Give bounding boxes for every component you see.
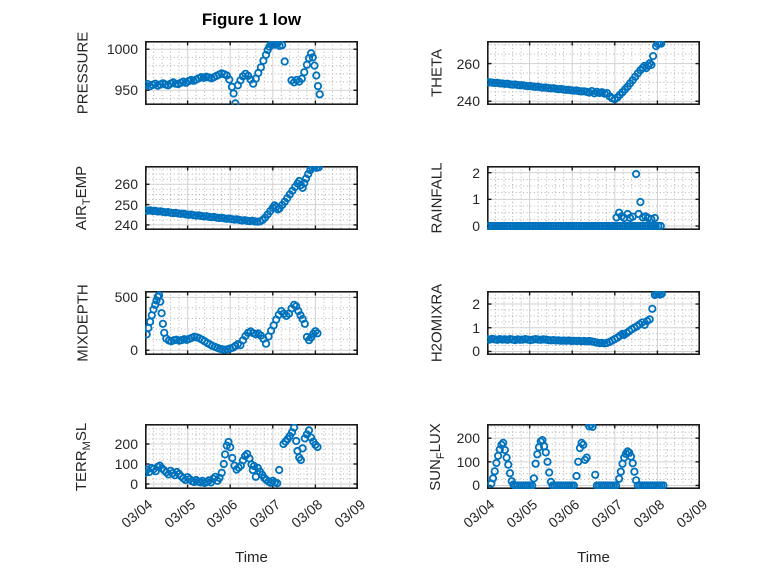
x-tick-label-sun_flux: 03/05 bbox=[502, 496, 540, 531]
subplot-pressure: PRESSURE 950 1000 bbox=[75, 32, 358, 114]
y-tick-label-terr_msl: 0 bbox=[130, 476, 138, 492]
subplot-rainfall: RAINFALL 0 1 2 bbox=[429, 163, 700, 234]
scatter-series-rainfall bbox=[487, 169, 665, 230]
x-tick-label-terr_msl: 03/09 bbox=[331, 496, 369, 531]
scatter-series-air_temp bbox=[145, 166, 323, 226]
plot-frame-sun_flux bbox=[487, 424, 700, 489]
subplot-mixdepth: MIXDEPTH 0 500 bbox=[75, 284, 358, 362]
y-axis-label-terr_msl: TERRMSL bbox=[73, 422, 93, 491]
y-tick-label-terr_msl: 100 bbox=[114, 456, 138, 472]
scatter-series-sun_flux bbox=[487, 424, 668, 489]
y-tick-label-h2omixra: 1 bbox=[472, 319, 480, 336]
plot-frame-theta bbox=[487, 41, 700, 105]
scatter-series-pressure bbox=[145, 41, 324, 105]
x-tick-label-sun_flux: 03/09 bbox=[673, 496, 711, 531]
scatter-series-mixdepth bbox=[145, 291, 322, 354]
plot-frame-air_temp bbox=[145, 166, 358, 230]
y-tick-label-sun_flux: 0 bbox=[472, 477, 480, 494]
y-tick-label-pressure: 1000 bbox=[106, 41, 138, 58]
y-tick-label-sun_flux: 100 bbox=[456, 453, 480, 470]
scatter-series-theta bbox=[487, 41, 666, 104]
figure-title: Figure 1 low bbox=[201, 10, 302, 29]
plot-frame-h2omixra bbox=[487, 291, 700, 355]
x-tick-label-sun_flux: 03/04 bbox=[460, 496, 498, 531]
x-tick-label-terr_msl: 03/04 bbox=[118, 496, 156, 531]
y-axis-label-rainfall: RAINFALL bbox=[428, 162, 446, 234]
scatter-series-h2omixra bbox=[487, 291, 666, 348]
y-axis-label-air_temp: AIRTEMP bbox=[73, 165, 93, 231]
x-tick-label-sun_flux: 03/08 bbox=[630, 496, 668, 531]
x-tick-label-sun_flux: 03/06 bbox=[545, 496, 583, 531]
x-tick-label-terr_msl: 03/06 bbox=[203, 496, 241, 531]
x-tick-label-sun_flux: 03/07 bbox=[587, 496, 626, 531]
x-axis-label-left: Time bbox=[235, 549, 268, 566]
y-axis-label-sun_flux: SUNFLUX bbox=[427, 422, 447, 491]
y-tick-label-rainfall: 2 bbox=[472, 164, 480, 181]
y-tick-label-rainfall: 0 bbox=[472, 218, 480, 234]
y-tick-label-theta: 240 bbox=[456, 93, 480, 110]
x-tick-label-terr_msl: 03/07 bbox=[245, 496, 284, 531]
x-tick-label-terr_msl: 03/05 bbox=[160, 496, 198, 531]
subplot-h2omixra: H2OMIXRA 0 1 2 bbox=[429, 284, 700, 362]
y-axis-label-pressure: PRESSURE bbox=[74, 31, 92, 115]
y-tick-label-mixdepth: 500 bbox=[114, 289, 138, 306]
y-tick-label-air_temp: 260 bbox=[114, 176, 138, 193]
plot-frame-pressure bbox=[145, 41, 358, 105]
y-tick-label-h2omixra: 2 bbox=[472, 296, 480, 313]
scatter-series-terr_msl bbox=[145, 424, 322, 488]
y-tick-label-theta: 260 bbox=[456, 55, 480, 72]
plot-frame-terr_msl bbox=[145, 424, 358, 489]
subplot-theta: THETA 240 260 bbox=[429, 41, 700, 109]
y-tick-label-air_temp: 250 bbox=[114, 196, 138, 213]
subplot-sun-flux: SUNFLUX 0 100 200 03/04 03/05 03/06 03/07 03/08 0… bbox=[427, 423, 710, 531]
plot-frame-rainfall bbox=[487, 166, 700, 230]
subplot-air-temp: AIRTEMP 240 250 260 bbox=[73, 166, 358, 233]
y-axis-label-theta: THETA bbox=[428, 48, 446, 98]
y-tick-label-pressure: 950 bbox=[114, 82, 138, 99]
y-tick-label-air_temp: 240 bbox=[114, 216, 138, 233]
plot-frame-mixdepth bbox=[145, 291, 358, 355]
y-tick-label-h2omixra: 0 bbox=[472, 343, 480, 360]
y-axis-label-h2omixra: H2OMIXRA bbox=[428, 283, 446, 363]
y-tick-label-mixdepth: 0 bbox=[130, 342, 138, 359]
y-tick-label-rainfall: 1 bbox=[472, 191, 480, 208]
y-axis-label-mixdepth: MIXDEPTH bbox=[74, 284, 92, 362]
y-tick-label-terr_msl: 200 bbox=[114, 436, 138, 452]
y-tick-label-sun_flux: 200 bbox=[456, 430, 480, 447]
x-tick-label-terr_msl: 03/08 bbox=[288, 496, 326, 531]
x-axis-label-right: Time bbox=[577, 549, 610, 566]
subplot-terr-msl: TERRMSL 0 100 200 03/04 03/05 03/06 03/07 03/08 0… bbox=[73, 422, 368, 530]
